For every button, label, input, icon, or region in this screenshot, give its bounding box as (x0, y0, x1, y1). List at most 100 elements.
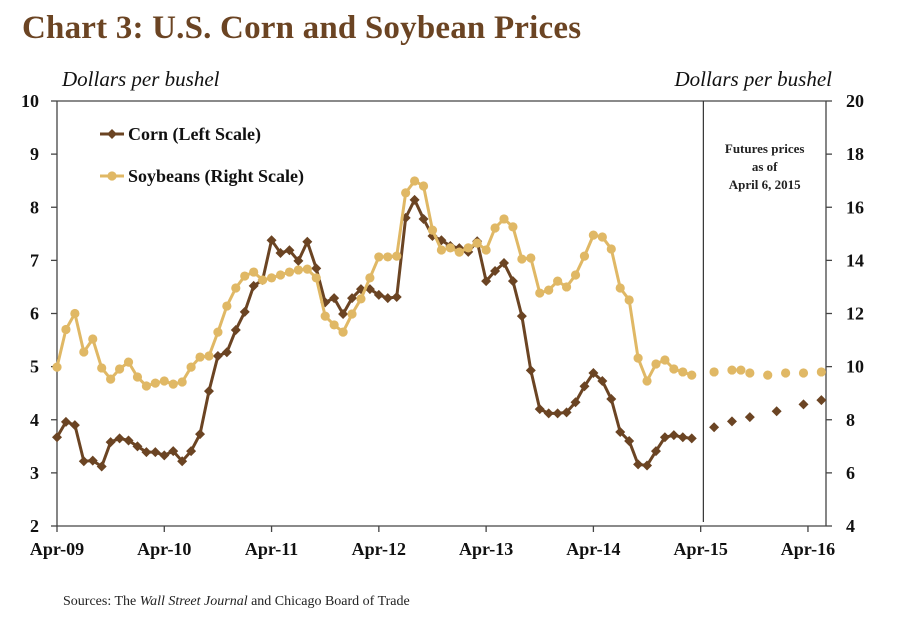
soybeans-point (213, 327, 223, 337)
corn-point (87, 455, 98, 466)
corn-point (516, 311, 527, 322)
corn-point (543, 408, 554, 419)
axes: 2 3 4 5 6 7 8 9 10 4 6 8 10 12 14 16 18 20 Apr-09 Apr-10 Apr… (21, 91, 864, 559)
right-tick-label: 20 (846, 91, 864, 111)
corn-point (329, 293, 340, 304)
x-tick-label: Apr-11 (245, 539, 298, 559)
soybeans-point (651, 359, 661, 369)
soybeans-point (624, 295, 634, 305)
soybeans-point (275, 270, 286, 280)
corn-point (302, 236, 313, 247)
corn-futures-point (709, 422, 720, 433)
soybeans-point (159, 376, 169, 386)
soybeans-point (427, 225, 438, 235)
corn-point (338, 309, 349, 320)
corn-point (230, 324, 241, 335)
soybeans-point (606, 244, 616, 254)
soybeans-point (338, 327, 348, 337)
corn-point (96, 461, 107, 472)
soybeans-point (418, 181, 429, 191)
left-tick-label: 2 (30, 516, 39, 536)
soybeans-point (642, 376, 652, 386)
soybeans-point (392, 251, 402, 261)
right-tick-label: 16 (846, 197, 864, 217)
soybeans-point (669, 364, 679, 374)
corn-point (266, 235, 277, 246)
soybeans-point (553, 276, 563, 286)
corn-point (418, 213, 429, 224)
soybeans-futures-point (781, 368, 791, 378)
chart-title: Chart 3: U.S. Corn and Soybean Prices (22, 10, 582, 46)
corn-point (168, 446, 179, 457)
soybeans-point (284, 267, 295, 277)
corn-point (221, 347, 232, 358)
soybeans-point (311, 273, 321, 283)
soybeans-point (266, 273, 277, 283)
right-tick-label: 18 (846, 144, 864, 164)
soybeans-point (508, 222, 518, 232)
legend-item-soybeans: Soybeans (Right Scale) (100, 166, 304, 187)
series-layer (52, 176, 827, 472)
right-tick-label: 8 (846, 410, 855, 430)
left-tick-label: 4 (30, 410, 39, 430)
x-tick-label: Apr-13 (459, 539, 513, 559)
corn-point (123, 435, 134, 446)
soybeans-futures-point (816, 367, 826, 377)
soybeans-point (302, 264, 312, 274)
source-italic: Wall Street Journal (139, 594, 248, 609)
corn-point (382, 293, 393, 304)
x-tick-label: Apr-15 (674, 539, 728, 559)
soybeans-point (132, 372, 143, 382)
legend-marker (107, 129, 117, 139)
soybeans-futures-point (727, 365, 737, 375)
corn-point (606, 394, 617, 405)
corn-point (177, 456, 188, 467)
soybeans-point (231, 283, 241, 293)
soybeans-point (204, 351, 214, 361)
corn-line (55, 198, 692, 468)
soybeans-point (463, 243, 473, 253)
soybeans-point (61, 324, 71, 335)
source-suffix: and Chicago Board of Trade (247, 594, 410, 609)
soybeans-point (293, 265, 303, 275)
corn-point (141, 447, 152, 458)
corn-point (552, 408, 563, 419)
soybeans-point (222, 301, 232, 311)
corn-point (132, 441, 143, 452)
soybeans-point (472, 238, 482, 248)
soybeans-point (660, 355, 670, 365)
soybeans-point (561, 282, 572, 292)
left-tick-label: 3 (30, 463, 39, 483)
x-tick-label: Apr-12 (352, 539, 406, 559)
soybeans-point (329, 320, 339, 330)
soybeans-futures-point (709, 367, 719, 377)
left-tick-label: 9 (30, 144, 39, 164)
corn-point (677, 432, 688, 443)
source-note: Sources: The Wall Street Journal and Chi… (63, 594, 410, 610)
left-tick-label: 7 (30, 250, 39, 270)
soybeans-point (123, 357, 134, 367)
corn-point (534, 404, 545, 415)
corn-point (588, 368, 599, 378)
futures-annotation: Futures prices as of April 6, 2015 (725, 141, 805, 192)
soybeans-point (79, 347, 89, 357)
soybeans-point (383, 252, 393, 262)
soybeans-point (195, 352, 205, 362)
left-tick-label: 10 (21, 91, 39, 111)
soybeans-point (97, 363, 107, 373)
corn-futures-point (798, 399, 809, 410)
soybeans-point (374, 252, 384, 262)
corn-point (615, 426, 626, 437)
x-tick-label: Apr-10 (137, 539, 191, 559)
right-axis-unit-label: Dollars per bushel (674, 67, 833, 91)
right-tick-label: 14 (846, 250, 864, 270)
left-tick-label: 5 (30, 357, 39, 377)
soybeans-futures-point (798, 368, 809, 378)
corn-point (579, 381, 590, 392)
soybeans-point (150, 378, 160, 388)
corn-point (507, 276, 518, 287)
corn-point (186, 446, 197, 457)
corn-point (490, 266, 501, 276)
x-tick-label: Apr-09 (30, 539, 84, 559)
legend-item-corn: Corn (Left Scale) (100, 124, 261, 145)
